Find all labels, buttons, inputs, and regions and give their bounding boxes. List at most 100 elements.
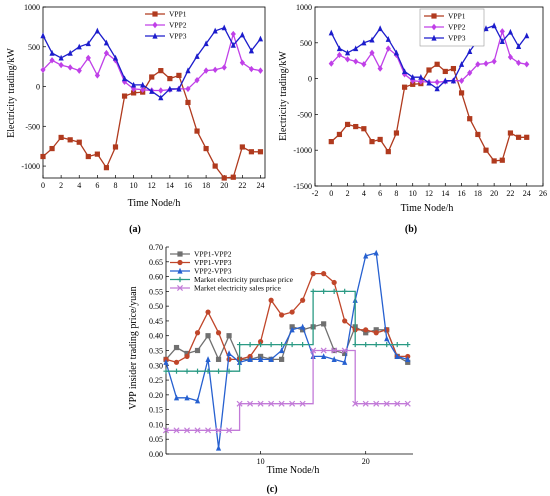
legend-swatch-marker [431,13,437,19]
data-point [377,136,383,143]
legend-swatch-marker [152,32,158,39]
data-point [183,427,191,434]
series-line-vpp2-vpp3 [165,252,408,449]
data-point [321,288,327,294]
data-point [363,252,369,259]
y-tick-label: 0.50 [149,302,163,311]
data-point [67,49,73,56]
legend-swatch-marker [431,34,437,41]
data-point [203,40,209,47]
data-point [203,67,209,74]
data-point [384,335,390,342]
data-point [300,327,306,333]
data-point [405,356,411,362]
data-point [385,45,391,52]
series-line-vpp3 [42,26,262,99]
data-point [49,57,55,64]
data-point [176,72,182,78]
data-point [194,397,201,404]
x-tick-label: 10 [257,457,265,466]
data-point [289,400,296,407]
legend-entry-label: VPP1-VPP3 [194,258,232,267]
legend-entry-label: VPP1-VPP2 [194,250,232,259]
data-point [257,149,264,155]
data-point [221,64,227,71]
data-point [515,134,522,140]
x-tick-label: 14 [441,189,449,198]
data-point [279,347,285,354]
data-point [173,394,180,401]
data-point [369,36,375,43]
data-point [257,35,264,42]
data-point [434,78,440,86]
data-point [140,86,146,93]
y-tick-label: 0 [36,83,40,92]
legend-entry-label: VPP1 [448,12,466,21]
data-point [491,22,497,29]
x-tick-label: 18 [474,189,482,198]
series-line-vpp2 [42,31,261,92]
y-tick-label: 1000 [296,3,312,12]
legend-a: VPP1 VPP2 VPP3 [145,10,187,41]
legend-entry-label: VPP2 [169,21,187,30]
data-point [328,29,334,36]
data-point [331,356,337,362]
data-point [507,28,514,35]
data-point [361,126,367,132]
data-point [328,139,334,145]
legend-entry-label: Market electricity purchase price [194,275,294,284]
data-point [310,271,316,277]
legend-swatch-marker [152,21,158,29]
legend-swatch-marker [177,276,183,283]
data-point [289,326,295,333]
data-point [185,67,191,74]
data-point [344,56,351,63]
x-tick-label: -2 [312,189,319,198]
data-point [401,68,408,75]
data-point [278,400,285,407]
y-tick-label: 500 [28,43,40,52]
data-point [363,327,369,333]
data-point [103,49,110,57]
x-tick-label: 20 [220,181,228,190]
legend-swatch-marker [177,267,183,274]
panel-caption-a: (a) [129,224,141,235]
data-point [268,297,274,303]
data-point [279,341,285,348]
data-point [121,75,128,82]
data-point [215,330,222,336]
data-point [341,347,348,354]
data-point [320,347,327,354]
data-point [248,149,255,155]
panel-caption-b: (b) [405,224,417,235]
data-point [268,356,274,362]
data-point [385,36,391,42]
y-tick-label: 0.35 [149,347,163,356]
data-point [401,84,408,90]
data-point [173,344,180,351]
data-point [515,43,522,49]
data-point [300,341,306,348]
y-axis-label-a: Electricity trading/kW [6,48,17,138]
y-axis-label-c: VPP insider trading price/yuan [128,286,139,409]
data-point [300,297,306,303]
data-point [268,341,274,348]
x-tick-label: 6 [378,189,382,198]
data-point [173,368,180,374]
data-point [393,49,400,56]
data-point [184,394,190,401]
data-point [230,41,236,48]
y-tick-label: 0.15 [149,406,163,415]
x-tick-label: 4 [77,181,81,190]
data-point [363,330,369,336]
data-point [40,153,46,160]
data-point [328,60,334,67]
data-point [194,53,200,59]
data-point [131,90,137,96]
y-tick-label: -1000 [293,146,312,155]
data-point [194,347,201,354]
x-tick-label: 20 [490,189,498,198]
data-point [226,427,233,434]
data-point [94,151,100,157]
data-point [194,76,200,84]
